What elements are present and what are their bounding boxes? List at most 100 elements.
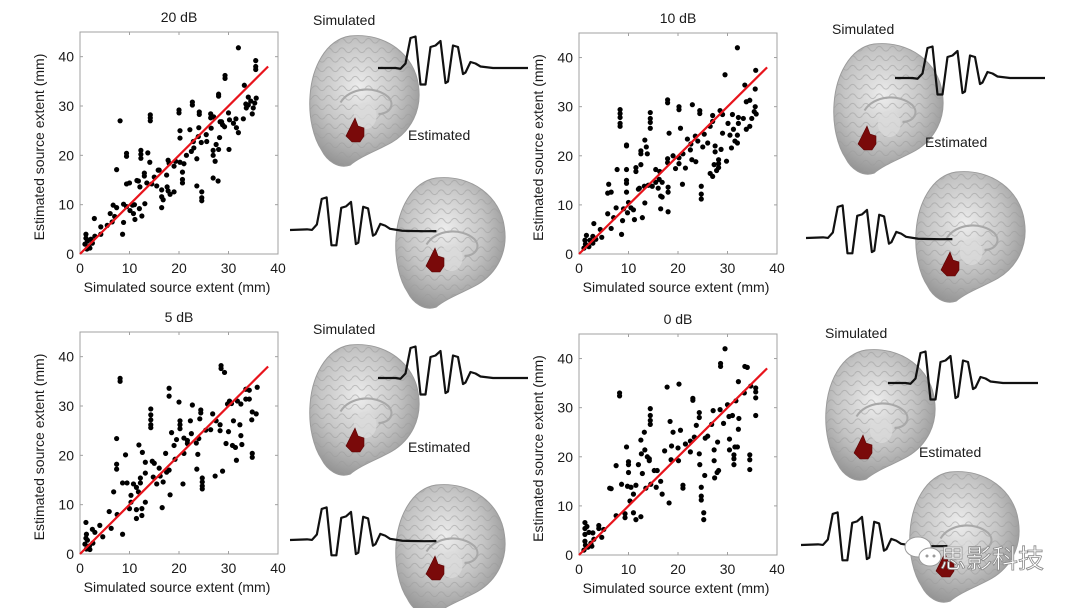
data-point bbox=[249, 417, 255, 423]
data-point bbox=[119, 231, 126, 237]
data-point bbox=[128, 492, 134, 498]
data-point bbox=[196, 111, 202, 117]
data-point bbox=[701, 517, 707, 523]
data-point bbox=[714, 167, 720, 174]
data-point bbox=[734, 45, 741, 51]
y-tick-label: 10 bbox=[58, 197, 74, 213]
waveform-trace bbox=[289, 506, 437, 557]
data-point bbox=[160, 197, 166, 203]
data-point bbox=[639, 470, 645, 477]
scatter-panel-10-db: 0 10 20 30 40 0 10 20 30 40 10 dB Simulated source … bbox=[530, 10, 785, 295]
panel-title: 0 dB bbox=[664, 311, 693, 327]
data-point bbox=[203, 132, 209, 138]
data-point bbox=[137, 475, 143, 481]
data-point bbox=[720, 420, 727, 426]
data-point bbox=[197, 416, 203, 422]
data-point bbox=[156, 167, 162, 173]
data-point bbox=[83, 531, 90, 537]
x-tick-label: 10 bbox=[621, 260, 637, 276]
data-point bbox=[653, 484, 659, 490]
data-point bbox=[670, 153, 676, 159]
x-tick-label: 40 bbox=[769, 561, 785, 577]
data-point bbox=[119, 531, 126, 537]
x-tick-label: 0 bbox=[76, 260, 84, 276]
data-point bbox=[644, 151, 650, 157]
data-point bbox=[728, 145, 735, 151]
data-point bbox=[230, 418, 237, 424]
data-point bbox=[159, 205, 165, 211]
brain-illustration-2: Simulated Estimated bbox=[805, 21, 1045, 304]
data-point bbox=[617, 114, 623, 121]
data-point bbox=[84, 537, 91, 543]
axes-box bbox=[79, 331, 279, 555]
data-point bbox=[167, 492, 173, 498]
data-point bbox=[164, 172, 170, 178]
data-point bbox=[655, 185, 661, 191]
data-point bbox=[642, 200, 648, 206]
data-point bbox=[624, 210, 631, 216]
scatter-points bbox=[581, 346, 759, 553]
data-point bbox=[622, 515, 628, 521]
brain-illustration-4: Simulated Estimated bbox=[800, 325, 1038, 604]
data-point bbox=[159, 505, 165, 511]
identity-line bbox=[578, 367, 768, 556]
y-tick-label: 0 bbox=[66, 246, 74, 262]
y-tick-label: 40 bbox=[557, 351, 573, 367]
y-tick-label: 10 bbox=[557, 498, 573, 514]
data-point bbox=[628, 484, 634, 490]
data-point bbox=[740, 115, 746, 122]
data-point bbox=[147, 118, 153, 124]
brain-simulated-image bbox=[308, 34, 421, 168]
data-point bbox=[617, 107, 623, 113]
data-point bbox=[636, 185, 642, 191]
data-point bbox=[106, 508, 112, 515]
data-point bbox=[123, 153, 130, 159]
data-point bbox=[210, 175, 216, 181]
data-point bbox=[122, 452, 129, 458]
data-point bbox=[117, 118, 123, 124]
x-tick-label: 20 bbox=[171, 260, 187, 276]
estimated-label: Estimated bbox=[919, 444, 981, 460]
brain-estimated-image bbox=[394, 176, 507, 310]
data-point bbox=[217, 428, 223, 434]
data-point bbox=[189, 102, 195, 108]
data-point bbox=[619, 218, 626, 224]
data-point bbox=[679, 181, 686, 187]
data-point bbox=[204, 138, 210, 145]
data-point bbox=[245, 94, 251, 100]
data-point bbox=[715, 157, 722, 163]
data-point bbox=[230, 120, 237, 126]
data-point bbox=[680, 485, 686, 491]
data-point bbox=[731, 452, 737, 458]
data-point bbox=[199, 475, 205, 481]
data-point bbox=[753, 385, 759, 391]
data-point bbox=[180, 481, 186, 487]
scatter-points bbox=[581, 45, 759, 251]
data-point bbox=[177, 135, 183, 141]
data-point bbox=[659, 179, 665, 185]
data-point bbox=[210, 411, 216, 417]
data-point bbox=[136, 206, 142, 212]
data-point bbox=[83, 519, 89, 526]
data-point bbox=[747, 457, 753, 463]
data-point bbox=[747, 123, 753, 129]
data-point bbox=[752, 86, 758, 92]
data-point bbox=[653, 166, 659, 173]
data-point bbox=[712, 475, 718, 481]
data-point bbox=[667, 418, 673, 425]
data-point bbox=[160, 479, 166, 485]
data-point bbox=[731, 456, 737, 462]
brain-illustration-3: Simulated Estimated bbox=[289, 321, 528, 608]
data-point bbox=[753, 412, 759, 419]
data-point bbox=[616, 393, 623, 399]
data-point bbox=[693, 159, 699, 165]
data-point bbox=[219, 468, 226, 474]
data-point bbox=[697, 110, 703, 117]
scatter-panel-0-db: 0 10 20 30 40 0 10 20 30 40 0 dB Simulated source e… bbox=[530, 311, 785, 596]
data-point bbox=[693, 422, 699, 428]
data-point bbox=[638, 451, 644, 457]
data-point bbox=[249, 409, 255, 415]
data-point bbox=[731, 462, 737, 468]
identity-line bbox=[79, 365, 269, 555]
